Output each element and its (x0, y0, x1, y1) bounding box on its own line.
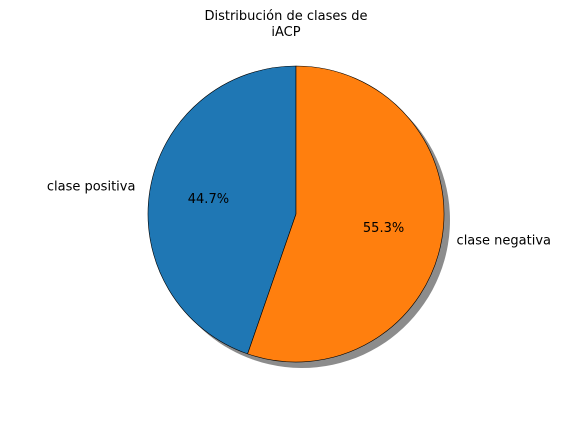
chart-title-line-1: Distribución de clases de (204, 9, 367, 24)
pie-slice-clase-positiva (147, 65, 297, 355)
pie-label-group: 44.7% clase positiva 55.3% clase negativa (47, 180, 551, 249)
pie-percent-label-clase-positiva: 44.7% (188, 192, 229, 207)
pie-percent-label-clase-negativa: 55.3% (363, 221, 404, 236)
pie-slice-group (147, 65, 445, 363)
pie-slice-clase-negativa (247, 65, 445, 363)
pie-category-label-clase-positiva: clase positiva (47, 180, 136, 195)
pie-category-label-clase-negativa: clase negativa (457, 233, 551, 248)
chart-title-line-2: iACP (271, 25, 300, 40)
